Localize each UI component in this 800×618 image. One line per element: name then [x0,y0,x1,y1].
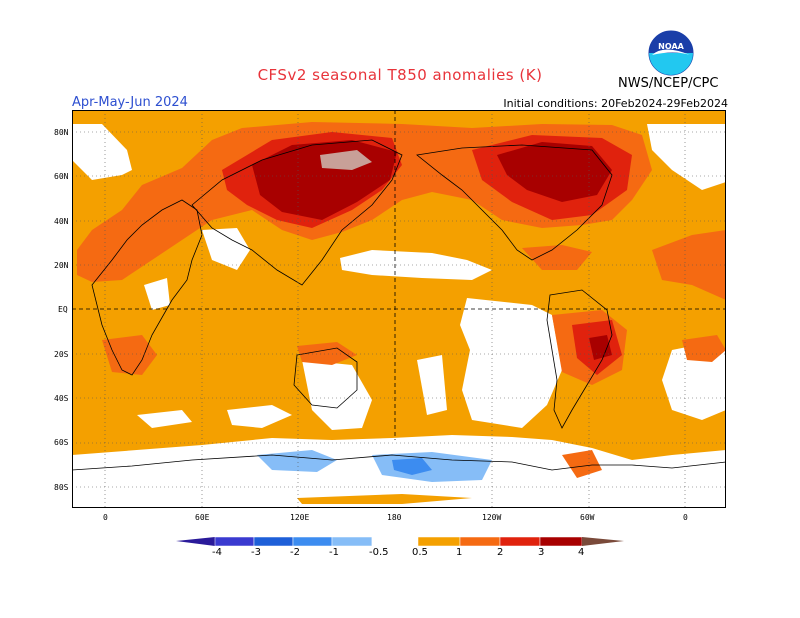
warm-region [297,342,357,365]
warm-region [297,494,472,504]
colorbar-segment [253,536,294,547]
coastline-antarctica [72,454,726,471]
lat-label: 80N [54,128,69,137]
coastline-north-america [416,144,613,261]
agency-label: NWS/NCEP/CPC [618,76,719,91]
colorbar-segment [292,536,333,547]
cold-region [392,458,432,475]
lon-label: 120W [482,513,502,522]
colorbar-label: 0.5 [412,547,428,558]
lon-label: 120E [290,513,310,522]
map-gridlines [72,110,726,508]
colorbar-label: -4 [212,547,222,558]
lat-label: EQ [58,305,68,314]
neutral-region [302,360,372,430]
lon-label: 60E [195,513,210,522]
map-canvas [72,110,726,508]
season-label: Apr-May-Jun 2024 [72,95,188,110]
colorbar-label: 1 [456,547,463,558]
hot-spot-south-america [589,335,612,360]
coastline-south-america [546,289,613,429]
colorbar-segment [331,536,373,547]
map-title: CFSv2 seasonal T850 anomalies (K) [257,66,543,84]
neutral-region [227,405,292,428]
neutral-region [460,298,562,428]
colorbar-label: -0.5 [369,547,389,558]
initial-conditions-label: Initial conditions: 20Feb2024-29Feb2024 [503,97,728,110]
reference-lines [72,110,726,440]
neutral-region [417,355,447,415]
colorbar-extend-low [176,537,215,546]
lat-label: 20N [54,261,69,270]
colorbar-label: -3 [251,547,261,558]
neutral-region [72,124,132,180]
colorbar-segment [371,536,419,547]
lon-label: 60W [580,513,595,522]
neutral-region [137,410,192,428]
map-frame [72,110,726,508]
colorbar-segment [499,536,541,547]
lat-label: 40N [54,217,69,226]
colorbar-segment [539,536,583,547]
warm-region [682,335,726,362]
colorbar-segments [176,536,624,547]
colorbar-segment [214,536,255,547]
colorbar-extend-high [582,537,624,546]
neutral-region [144,278,170,310]
lon-label: 0 [683,513,688,522]
warm-region [102,335,157,375]
warm-region [522,245,592,270]
lon-label: 180 [387,513,402,522]
colorbar-label: 4 [578,547,585,558]
coastlines [72,139,726,471]
lat-label: 20S [54,350,69,359]
colorbar-label: -1 [329,547,339,558]
warm-region [562,450,602,478]
colorbar-segment [459,536,501,547]
lat-label: 60S [54,438,69,447]
coastline-australia [293,347,358,409]
colorbar-label: 3 [538,547,545,558]
anomaly-map [72,110,726,508]
lat-label: 40S [54,394,69,403]
colorbar-label: 2 [497,547,504,558]
colorbar-segment [417,536,461,547]
coastline-asia [191,139,403,286]
noaa-logo: NOAA [648,30,694,76]
colorbar-label: -2 [290,547,300,558]
lat-label: 80S [54,483,69,492]
lat-label: 60N [54,172,69,181]
coastline-africa [91,199,203,376]
neutral-regions [72,124,726,508]
neutral-region [202,228,250,270]
lon-label: 0 [103,513,108,522]
hot-spot-north-america [497,142,612,202]
neutral-region [647,124,726,190]
extreme-anomaly-region [320,150,372,170]
logo-text: NOAA [658,42,684,51]
